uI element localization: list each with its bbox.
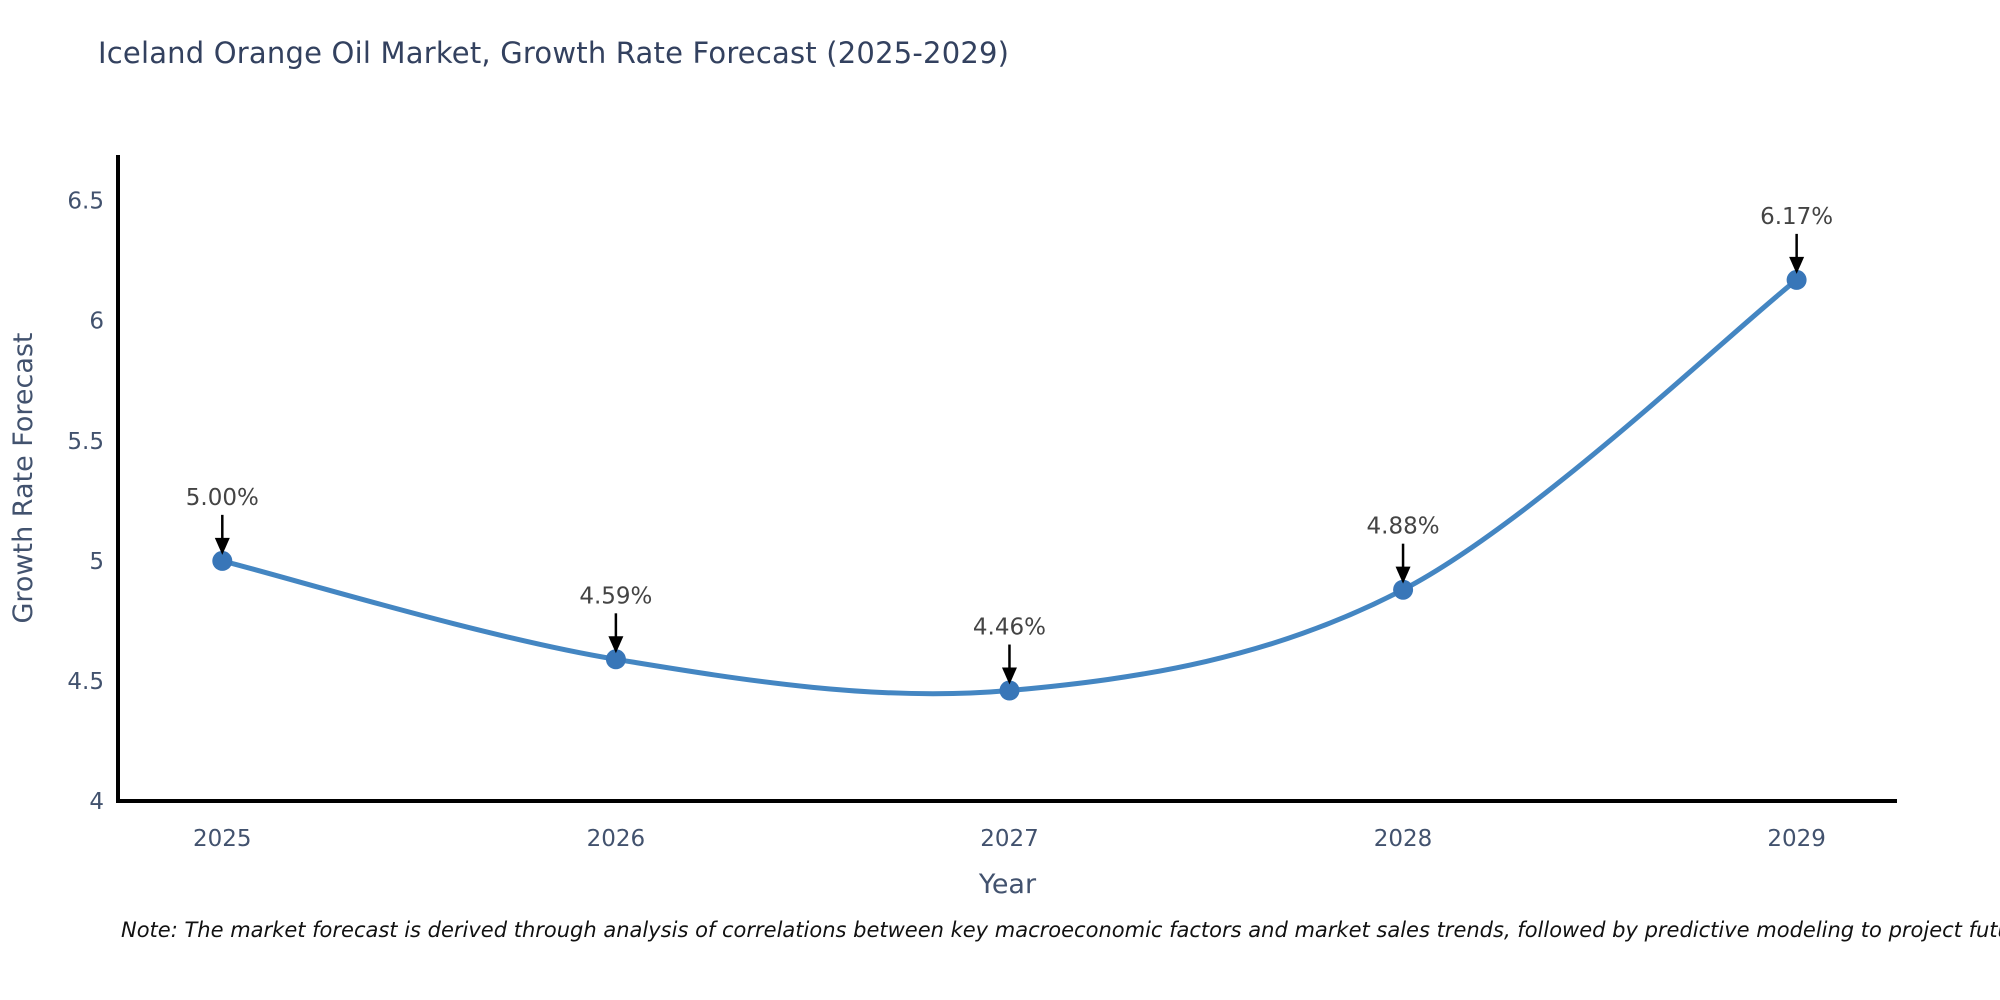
x-tick-label: 2028 bbox=[1374, 826, 1433, 852]
y-tick-label: 4.5 bbox=[67, 669, 104, 695]
x-axis-title: Year bbox=[978, 869, 1037, 900]
x-tick-label: 2029 bbox=[1767, 826, 1826, 852]
y-axis-title: Growth Rate Forecast bbox=[8, 332, 39, 623]
y-tick-label: 6.5 bbox=[67, 189, 104, 215]
footnote: Note: The market forecast is derived thr… bbox=[121, 918, 2000, 942]
data-point-2025 bbox=[212, 550, 233, 571]
annotation-label: 4.46% bbox=[973, 615, 1046, 641]
data-point-2027 bbox=[999, 680, 1020, 701]
annotation-arrow-head bbox=[1001, 667, 1017, 685]
annotation-arrow-head bbox=[1395, 566, 1411, 584]
y-tick-label: 5.5 bbox=[67, 429, 104, 455]
y-tick-label: 5 bbox=[89, 549, 104, 575]
annotation-arrow-head bbox=[608, 636, 624, 654]
data-point-2029 bbox=[1786, 269, 1807, 290]
x-tick-label: 2026 bbox=[587, 826, 646, 852]
x-tick-label: 2025 bbox=[193, 826, 252, 852]
annotation-arrow-head bbox=[214, 537, 230, 555]
y-tick-label: 4 bbox=[89, 789, 104, 815]
chart-title: Iceland Orange Oil Market, Growth Rate F… bbox=[98, 36, 1010, 70]
annotation-label: 6.17% bbox=[1760, 204, 1833, 230]
annotation-arrow-head bbox=[1789, 256, 1805, 274]
annotation-label: 5.00% bbox=[186, 485, 259, 511]
x-tick-label: 2027 bbox=[980, 826, 1039, 852]
annotation-label: 4.88% bbox=[1367, 514, 1440, 540]
annotation-label: 4.59% bbox=[579, 583, 652, 609]
y-tick-label: 6 bbox=[89, 309, 104, 335]
data-point-2026 bbox=[605, 649, 626, 670]
data-point-2028 bbox=[1393, 579, 1414, 600]
